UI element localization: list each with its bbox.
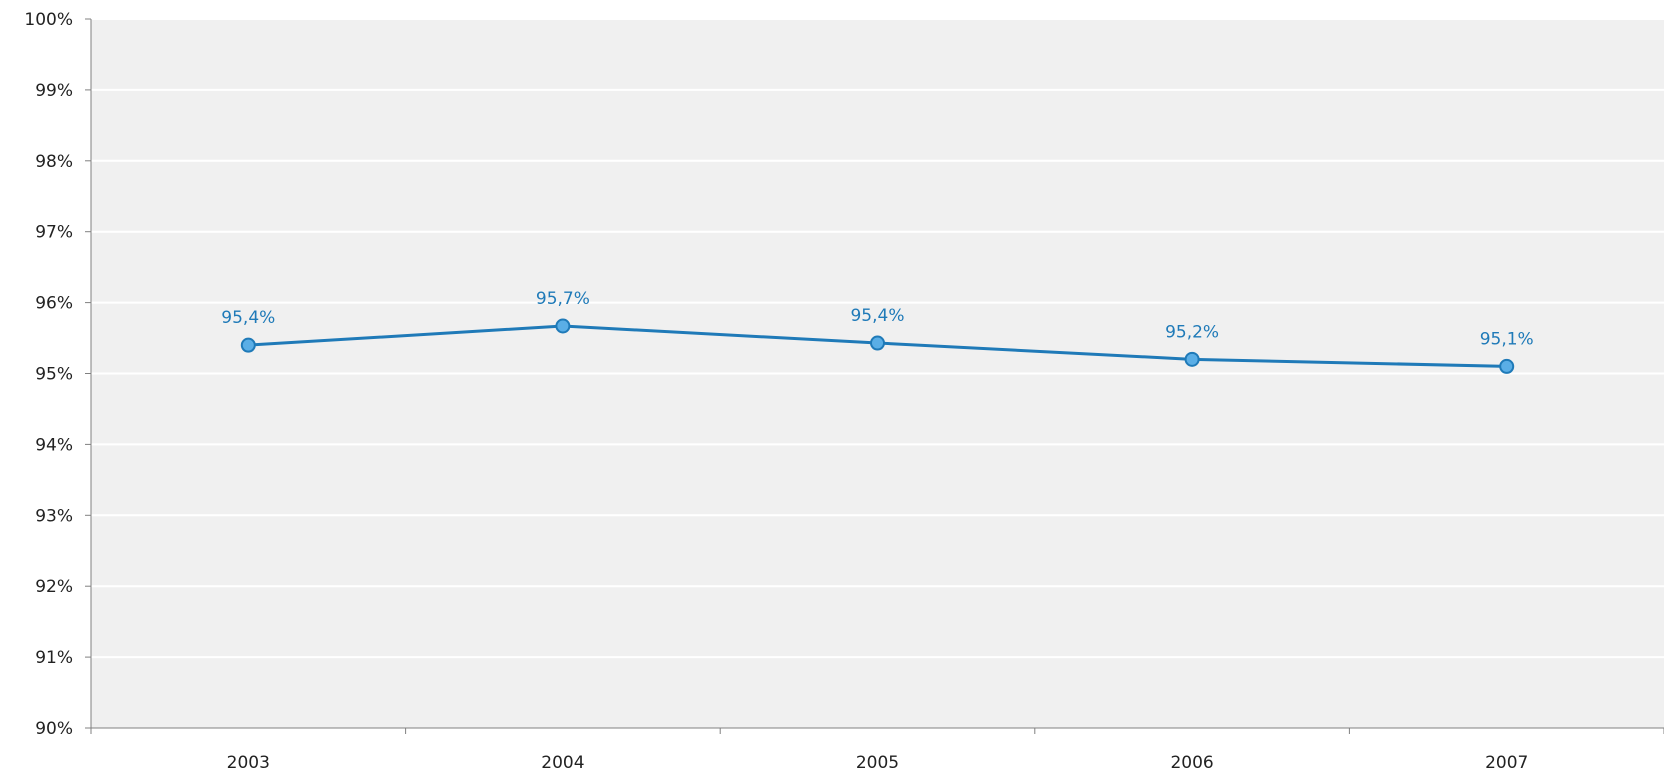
x-tick-label: 2003 [227,753,270,773]
data-point [240,337,256,353]
data-label: 95,1% [1480,329,1534,349]
data-point [870,335,885,351]
y-axis-ticks: 90% 91% 92% 93% 94% 95% 96% 97% 98% 99% 100% [24,10,91,739]
data-labels: 95,4% 95,7% 95,4% 95,2% 95,1% [221,289,1533,349]
y-tick-label: 100% [24,10,73,30]
y-tick-label: 96% [35,294,73,314]
data-point [555,318,571,334]
y-tick-label: 95% [35,365,73,385]
x-tick-label: 2007 [1485,753,1528,773]
gridlines [91,18,1664,659]
data-point [1184,351,1200,367]
y-tick-label: 93% [35,506,73,526]
series-layer [240,318,1515,374]
data-label: 95,4% [221,308,275,328]
x-tick-label: 2005 [856,753,899,773]
y-tick-label: 90% [35,719,73,739]
data-point [1499,358,1515,374]
y-tick-label: 97% [35,223,73,243]
data-label: 95,2% [1165,322,1219,342]
x-tick-label: 2004 [541,753,584,773]
x-axis-ticks: 2003 2004 2005 2006 2007 [90,728,1664,773]
y-tick-label: 91% [35,648,73,668]
y-tick-label: 99% [35,81,73,101]
y-tick-label: 98% [35,152,73,172]
y-tick-label: 92% [35,577,73,597]
data-label: 95,7% [536,289,590,309]
x-tick-label: 2006 [1170,753,1213,773]
y-tick-label: 94% [35,435,73,455]
data-label: 95,4% [850,306,904,326]
